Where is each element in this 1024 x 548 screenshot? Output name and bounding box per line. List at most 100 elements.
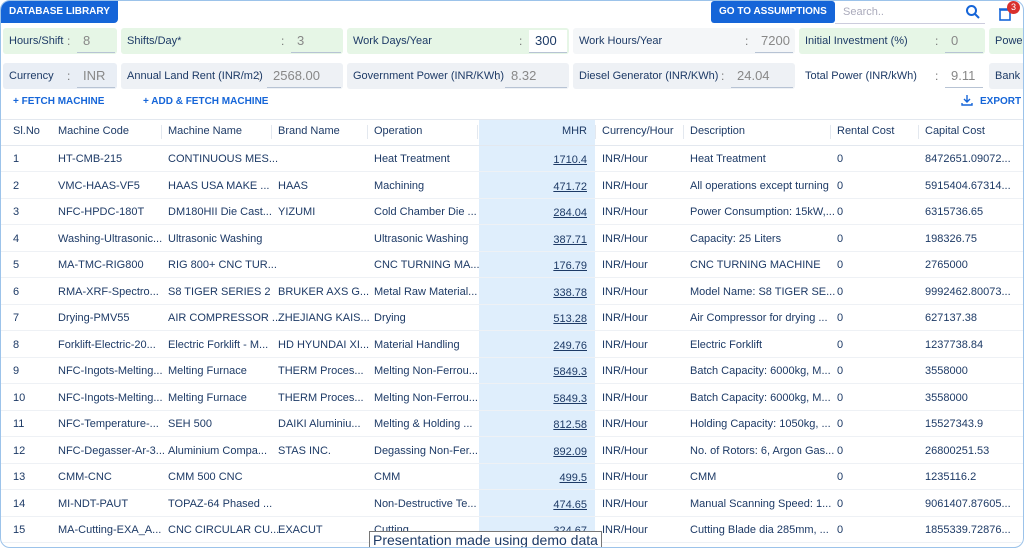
column-divider [477,125,478,139]
separator: : [67,69,71,83]
parameter-label: Work Days/Year [353,35,432,47]
cell: THERM Proces... [278,365,364,377]
tab[interactable]: DATABASE LIBRARY [1,1,118,23]
column-header[interactable]: Machine Name [168,125,242,137]
cell: Cutting Blade dia 285mm, ... [690,524,829,536]
fetch-machine[interactable]: + FETCH MACHINE [13,96,105,107]
cell: 0 [837,524,844,536]
separator: : [67,34,71,48]
cell: Model Name: S8 TIGER SE... [690,285,836,298]
cell: Manual Scanning Speed: 1... [690,497,832,510]
cell: THERM Proces... [278,391,364,404]
row-divider [1,515,1023,517]
cell: 6 [13,285,20,298]
cell: 1 [13,153,20,165]
search-box[interactable]: Search.. [835,1,985,24]
separator: : [721,69,725,83]
mhr-value[interactable]: 249.76 [553,339,587,352]
cell: 5915404.67314... [925,179,1011,192]
add-fetch-machine[interactable]: + ADD & FETCH MACHINE [143,96,269,107]
cell: 1237738.84 [925,338,984,351]
parameter-value[interactable]: INR [77,65,115,88]
cell: 4 [13,232,20,245]
cell: NFC-Ingots-Melting... [58,391,163,404]
assumptions-button[interactable]: GO TO ASSUMPTIONS [711,1,835,23]
mhr-value[interactable]: 892.09 [553,445,587,458]
parameter-value[interactable]: 9.11 [945,65,983,88]
cell: NFC-HPDC-180T [58,206,145,218]
parameter: Annual Land Rent (INR/m2):2568.00 [121,63,343,89]
mhr-value[interactable]: 5849.3 [553,392,587,405]
mhr-value[interactable]: 474.65 [553,498,587,511]
search-icon[interactable] [965,4,981,20]
cell: INR/Hour [602,206,648,218]
cell: Heat Treatment [690,153,766,165]
mhr-value[interactable]: 812.58 [553,419,587,431]
cell: Air Compressor for drying ... [690,312,828,324]
column-header[interactable]: Brand Name [278,125,340,137]
column-header[interactable]: Description [690,125,746,137]
parameter-value[interactable]: 8 [77,30,115,53]
cell: NFC-Ingots-Melting... [58,365,163,377]
cell: 8472651.09072... [925,153,1011,165]
parameter-value[interactable]: 7200 [755,30,793,53]
cell: EXACUT [278,524,323,536]
mhr-value[interactable]: 1710.4 [553,154,587,166]
cell: Electric Forklift [690,338,763,351]
cell: 12 [13,444,26,457]
column-header[interactable]: Rental Cost [837,125,895,137]
parameter-value[interactable]: 0 [945,30,983,53]
parameter: Currency: INR [3,63,117,89]
parameter-value[interactable]: 300 [529,30,567,53]
cell: 6315736.65 [925,206,984,218]
export-icon[interactable] [961,94,973,106]
demo-note: Presentation made using demo data [369,531,602,547]
parameter: Initial Investment (%):0 [799,28,985,54]
cell: 10 [13,391,26,404]
column-header[interactable]: Sl.No [13,125,40,137]
cell: CMM 500 CNC [168,471,243,483]
search-placeholder: Search.. [843,6,884,18]
cell: 9992462.80073... [925,285,1011,298]
column-header[interactable]: Capital Cost [925,125,985,137]
parameter: Total Power (INR/kWh):9.11 [799,63,985,89]
column-header[interactable]: Operation [374,125,423,137]
column-divider [595,125,596,139]
parameter-value[interactable]: 3 [291,30,341,53]
cell: CNC CIRCULAR CU... [168,524,280,536]
parameter: Powe [989,28,1023,54]
column-header[interactable]: Machine Code [58,125,129,137]
mhr-value[interactable]: 499.5 [559,472,587,484]
cell: 1235116.2 [925,471,977,483]
parameter-value[interactable]: 8.32 [505,65,567,88]
column-header[interactable]: MHR [561,125,587,137]
cell: Ultrasonic Washing [168,232,263,245]
cell: INR/Hour [602,471,648,483]
mhr-value[interactable]: 176.79 [553,260,587,272]
cell: INR/Hour [602,312,648,324]
parameter: Shifts/Day*:3 [121,28,343,54]
row-divider [1,171,1023,172]
cell: INR/Hour [602,418,648,430]
cell: 8 [13,338,20,351]
column-header[interactable]: Currency/Hour [602,125,674,137]
mhr-value[interactable]: 387.71 [553,233,587,246]
column-divider [830,125,831,139]
mhr-value[interactable]: 284.04 [553,207,587,219]
cell: NFC-Degasser-Ar-3... [58,444,165,457]
mhr-value[interactable]: 5849.3 [553,366,587,378]
export[interactable]: EXPORT [980,96,1022,107]
parameter-value[interactable]: 2568.00 [267,65,341,88]
cell: CNC TURNING MA... [374,259,480,271]
parameter-value[interactable]: 24.04 [731,65,793,88]
mhr-column-bg [479,119,595,547]
cell: 15 [13,524,26,536]
mhr-value[interactable]: 513.28 [553,313,587,325]
cell: Drying-PMV55 [58,312,130,324]
mhr-value[interactable]: 338.78 [553,286,587,299]
separator: : [281,34,285,48]
cell: Melting Non-Ferrou... [374,391,478,404]
cell: 7 [13,312,20,324]
table-header [1,119,1023,146]
mhr-value[interactable]: 471.72 [553,180,587,193]
